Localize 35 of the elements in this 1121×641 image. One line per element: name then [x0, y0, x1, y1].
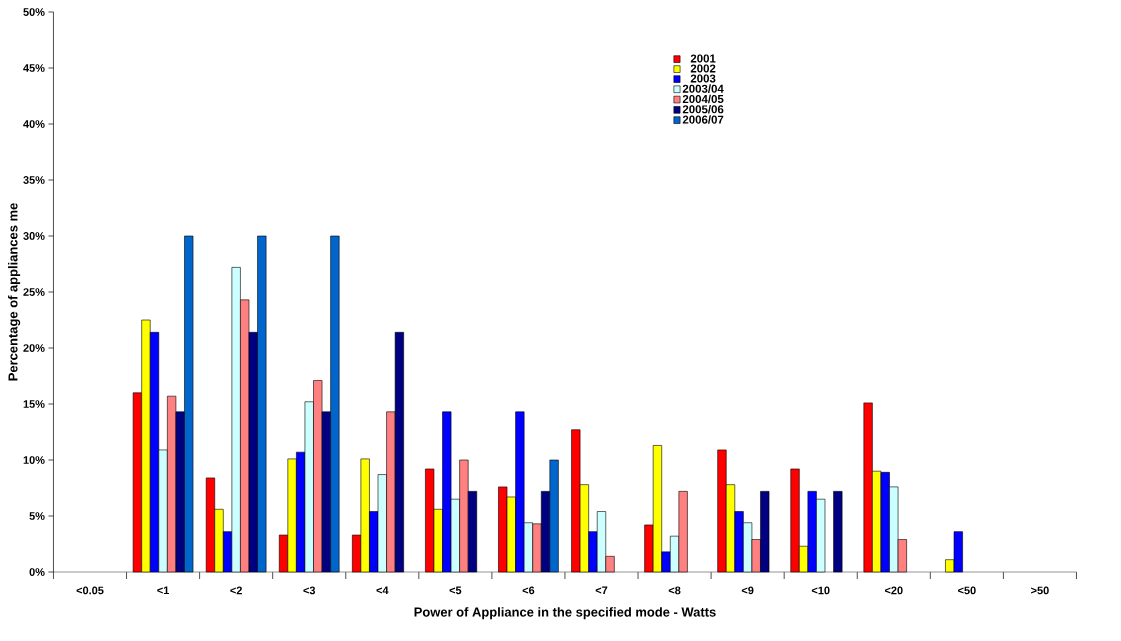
x-tick-label: <4: [376, 586, 389, 595]
x-tick-label: <7: [595, 586, 608, 595]
legend-label: 2003: [690, 74, 716, 83]
legend-label: 2005/06: [682, 104, 724, 114]
x-tick-label: <8: [668, 586, 681, 595]
x-tick-label: <2: [230, 586, 242, 595]
legend-label: 2002: [690, 64, 716, 73]
y-tick-label: 10%: [23, 456, 45, 464]
y-tick-label: 20%: [23, 344, 45, 352]
x-tick-label: <1: [157, 586, 170, 595]
x-tick-label: >50: [1031, 586, 1049, 595]
legend-label: 2006/07: [682, 115, 724, 124]
y-tick-label: 5%: [29, 512, 45, 520]
y-tick-label: 50%: [23, 8, 45, 16]
x-tick-label: <6: [522, 586, 535, 595]
y-tick-label: 35%: [23, 176, 45, 184]
x-tick-label: <20: [884, 586, 903, 595]
x-axis-title: Power of Appliance in the specified mode - Watts: [414, 607, 716, 620]
legend-label: 2004/05: [682, 94, 724, 104]
legend-label: 2001: [690, 54, 716, 63]
x-tick-label: <0.05: [76, 586, 104, 595]
y-tick-label: 25%: [23, 288, 45, 296]
bar: [833, 491, 843, 573]
x-tick-label: <3: [303, 586, 316, 595]
y-tick-label: 40%: [23, 120, 45, 128]
y-axis-title: Percentage of appliances me: [8, 203, 21, 381]
y-tick-label: 0%: [29, 568, 45, 576]
x-tick-label: <50: [958, 586, 976, 595]
y-tick-label: 45%: [23, 64, 45, 72]
x-tick-label: <5: [449, 586, 462, 595]
y-tick-label: 30%: [23, 232, 45, 240]
y-tick-label: 15%: [23, 400, 45, 408]
x-tick-label: <9: [741, 586, 754, 595]
x-tick-label: <10: [811, 586, 830, 595]
legend-label: 2003/04: [682, 84, 724, 93]
